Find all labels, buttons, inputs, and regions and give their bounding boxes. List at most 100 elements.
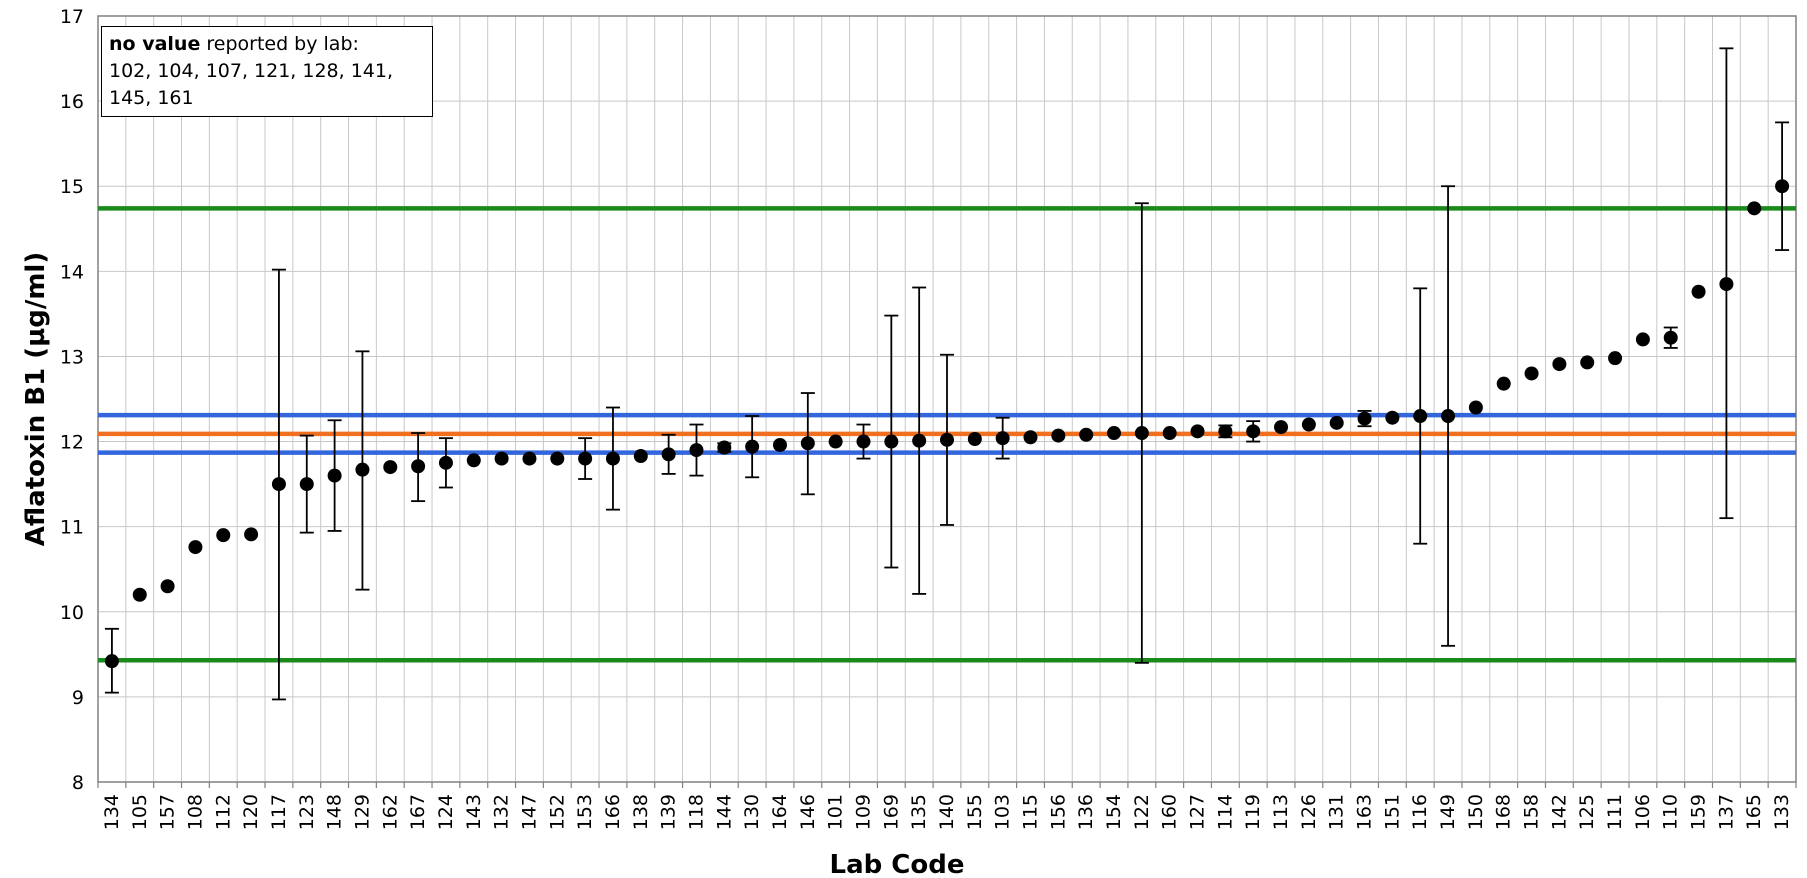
data-point-133 [1775,179,1790,194]
data-point-129 [355,462,370,477]
x-tick-label: 115 [1020,794,1042,830]
x-tick-label: 154 [1103,794,1125,830]
x-tick-label: 140 [936,794,958,830]
data-point-142 [1552,357,1567,372]
data-point-156 [1051,428,1066,443]
data-point-169 [884,434,899,449]
x-tick-label: 162 [379,794,401,830]
x-tick-label: 112 [212,794,234,830]
data-point-163 [1357,411,1372,426]
x-tick-label: 108 [184,794,206,830]
data-point-132 [494,451,509,466]
x-tick-label: 129 [351,794,373,830]
y-tick-label: 16 [60,91,84,113]
y-tick-label: 15 [60,176,84,198]
data-point-115 [1023,430,1038,445]
x-tick-label: 151 [1381,794,1403,830]
x-tick-label: 139 [658,794,680,830]
data-point-152 [550,451,565,466]
x-tick-label: 165 [1743,794,1765,830]
data-point-112 [216,528,231,543]
data-point-137 [1719,277,1734,292]
data-point-160 [1162,426,1177,441]
data-point-110 [1663,330,1678,345]
data-point-127 [1190,424,1205,439]
data-point-113 [1274,420,1289,435]
data-point-138 [633,449,648,464]
x-tick-label: 106 [1632,794,1654,830]
x-tick-label: 156 [1047,794,1069,830]
data-point-105 [132,587,147,602]
x-tick-label: 153 [574,794,596,830]
data-point-139 [661,447,676,462]
x-tick-label: 132 [491,794,513,830]
data-point-101 [828,434,843,449]
data-point-124 [438,455,453,470]
data-point-130 [745,439,760,454]
data-point-136 [1079,427,1094,442]
note-labs-line-1: 102, 104, 107, 121, 128, 141, [109,60,394,82]
x-tick-label: 169 [880,794,902,830]
data-point-155 [967,432,982,447]
data-point-123 [299,477,314,492]
x-tick-label: 133 [1771,794,1793,830]
x-tick-label: 101 [825,794,847,830]
data-point-154 [1107,426,1122,441]
x-tick-label: 127 [1187,794,1209,830]
note-bold-text: no value [109,33,201,55]
no-value-note: no value reported by lab: 102, 104, 107,… [101,26,433,117]
data-point-166 [605,451,620,466]
data-point-162 [383,460,398,475]
data-point-117 [271,477,286,492]
x-tick-label: 142 [1548,794,1570,830]
y-tick-label: 10 [60,602,84,624]
x-tick-label: 125 [1576,794,1598,830]
x-tick-label: 116 [1409,794,1431,830]
x-tick-label: 159 [1688,794,1710,830]
x-tick-label: 110 [1660,794,1682,830]
data-point-116 [1413,409,1428,424]
y-axis-label: Aflatoxin B1 (µg/ml) [21,252,51,546]
x-tick-label: 160 [1159,794,1181,830]
x-tick-label: 138 [630,794,652,830]
x-tick-label: 152 [546,794,568,830]
data-point-118 [689,443,704,458]
x-tick-label: 126 [1298,794,1320,830]
data-point-150 [1468,400,1483,415]
data-point-126 [1301,417,1316,432]
data-point-164 [772,437,787,452]
data-point-140 [940,432,954,447]
y-tick-label: 11 [60,517,84,539]
y-tick-label: 12 [60,432,84,454]
note-labs-line-2: 145, 161 [109,87,194,109]
x-tick-label: 155 [964,794,986,830]
x-axis-label: Lab Code [830,850,965,878]
data-point-143 [466,453,481,468]
data-point-167 [411,459,426,474]
y-tick-labels: 8 9 10 11 12 13 14 15 16 17 [60,6,84,794]
data-point-109 [856,434,871,449]
x-tick-label: 148 [324,794,346,830]
data-point-103 [995,431,1010,446]
x-tick-label: 113 [1270,794,1292,830]
x-tick-label: 164 [769,794,791,830]
data-point-108 [188,540,203,555]
x-tick-label: 167 [407,794,429,830]
data-point-114 [1218,424,1233,439]
x-tick-label: 157 [157,794,179,830]
data-point-135 [912,433,927,448]
data-point-159 [1691,284,1706,299]
y-tick-label: 17 [60,6,84,28]
x-tick-label: 111 [1604,794,1626,830]
x-tick-label: 150 [1465,794,1487,830]
x-tick-labels: 134 105 157 108 112 120 117 123 148 129 162 167 124 1… [101,794,1793,830]
data-point-165 [1747,201,1762,216]
data-point-147 [522,451,537,466]
x-tick-label: 109 [852,794,874,830]
x-tick-label: 149 [1437,794,1459,830]
x-tick-label: 118 [685,794,707,830]
data-point-131 [1329,415,1344,430]
data-point-151 [1385,410,1400,425]
x-tick-label: 114 [1214,794,1236,830]
